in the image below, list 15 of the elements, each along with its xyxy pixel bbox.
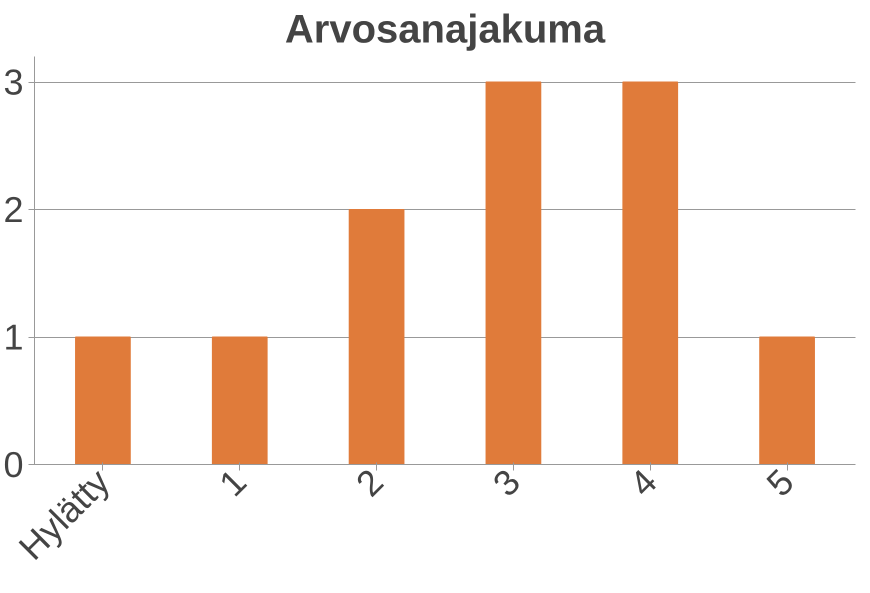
y-tick-label: 2 [3,189,24,230]
x-tick-label: 1 [211,460,254,504]
y-tick-label: 1 [3,316,24,358]
y-tick-label: 3 [3,62,24,102]
bar [486,82,542,464]
bar [759,336,815,464]
bar [348,209,404,464]
bar [622,82,678,464]
bar [212,336,268,464]
x-tick-label: 3 [484,460,528,504]
chart-title: Arvosanajakuma [284,8,606,52]
bar [75,336,131,464]
x-tick-label: 5 [758,460,802,504]
x-tick-label: 2 [348,460,392,504]
x-tick-label: 4 [622,460,665,504]
